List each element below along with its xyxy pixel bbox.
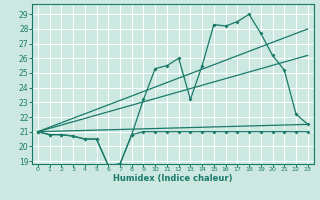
X-axis label: Humidex (Indice chaleur): Humidex (Indice chaleur) [113,174,233,183]
